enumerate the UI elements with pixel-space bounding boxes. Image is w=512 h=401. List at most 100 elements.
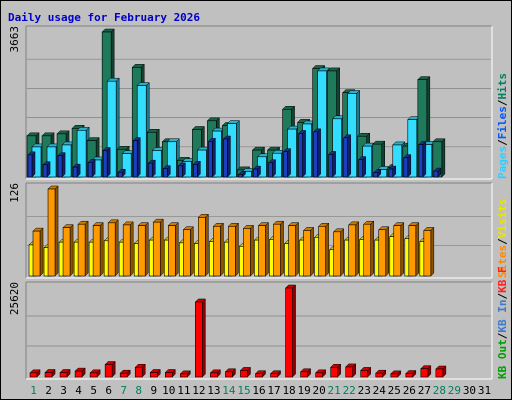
day-label: 11 [177,384,190,397]
day-label: 10 [162,384,175,397]
bar-sites-day-26 [408,221,420,277]
day-label: 14 [222,384,236,397]
legend-separator: / [496,293,509,300]
bar-pages-day-3 [57,152,66,178]
legend-item: Files [496,106,509,139]
legend-item: Visits [496,199,509,239]
day-label: 19 [297,384,310,397]
bar-sites-day-17 [272,220,285,277]
day-label: 28 [433,384,446,397]
bar-pages-day-4 [72,163,81,178]
day-label: 5 [90,384,97,397]
legend-separator: / [496,238,509,245]
bar-kb-f-day-27 [420,365,432,378]
bar-kb-f-day-15 [239,366,252,378]
legend-item: Hits [496,73,509,100]
panel-kbf-kbin-kbout: 25620 [8,281,493,380]
bar-pages-day-27 [418,140,427,178]
bar-pages-day-9 [147,159,156,178]
bar-sites-day-5 [92,221,104,277]
bar-kb-f-day-26 [405,369,417,378]
bar-pages-day-21 [328,150,337,178]
day-label: 2 [45,384,52,397]
day-label: 30 [463,384,476,397]
bar-kb-f-day-10 [164,368,176,378]
bar-pages-day-20 [313,128,322,178]
panel-visits-sites: 126 [8,182,493,279]
bar-pages-day-13 [207,137,216,178]
bar-pages-day-6 [102,146,111,178]
bar-sites-day-19 [302,226,315,277]
bar-pages-day-17 [267,159,277,178]
bar-kb-f-day-1 [29,369,41,378]
legend-separator: / [496,139,509,146]
bar-pages-day-16 [252,165,262,178]
bar-pages-day-1 [27,151,36,178]
bar-kb-f-day-2 [44,368,56,378]
bar-kb-f-day-14 [224,368,237,378]
bar-sites-day-27 [423,226,435,277]
day-label: 4 [75,384,82,397]
bar-sites-day-23 [363,220,375,277]
legend-hits-files-pages: Pages/Files/Hits [496,73,509,179]
legend-kbf-kbin-kbout: KB Out/KB In/KB F [496,266,509,379]
day-label: 17 [267,384,280,397]
bar-sites-day-21 [333,228,345,277]
bar-sites-day-1 [32,227,44,277]
bar-kb-f-day-17 [269,370,282,378]
legend-item: KB F [496,266,509,293]
legend-item: Sites [496,245,509,278]
bar-kb-f-day-7 [119,369,131,378]
bar-sites-day-20 [318,222,330,277]
day-label: 3 [60,384,67,397]
legend-separator: / [496,99,509,106]
bar-pages-day-7 [117,168,126,178]
day-label: 7 [120,384,127,397]
day-label: 27 [418,384,431,397]
bar-pages-day-24 [373,169,382,178]
legend-visits-sites: Sites/Visits [496,199,509,279]
bar-sites-day-6 [107,219,119,277]
day-label: 31 [478,384,491,397]
bar-kb-f-day-24 [375,369,387,378]
y-max-label: 25620 [8,282,21,315]
bar-sites-day-9 [152,218,164,277]
day-label: 20 [313,384,326,397]
bar-pages-day-18 [282,148,292,178]
bar-kb-f-day-23 [360,366,372,378]
bar-pages-day-19 [297,129,307,178]
bar-kb-f-day-20 [315,369,327,378]
day-label: 12 [192,384,205,397]
bar-sites-day-13 [212,222,224,277]
bar-kb-f-day-22 [345,363,357,378]
bar-sites-day-8 [137,221,149,277]
day-label: 13 [207,384,220,397]
bar-sites-day-2 [47,185,59,277]
y-max-label: 126 [8,183,21,203]
legend-item: KB In [496,300,509,333]
bar-pages-day-2 [42,161,51,178]
y-max-label: 3663 [8,26,21,53]
day-label: 29 [448,384,461,397]
bar-pages-day-25 [388,165,397,178]
day-label: 21 [328,384,341,397]
legend-item: Pages [496,146,509,179]
panel-hits-files-pages: 3663 [8,25,493,180]
bar-kb-f-day-19 [299,368,312,378]
bar-pages-day-15 [237,171,247,178]
day-label: 6 [105,384,112,397]
bar-sites-day-24 [378,226,390,277]
bar-pages-day-14 [222,135,232,178]
bar-kb-f-day-28 [435,365,447,378]
bar-kb-f-day-11 [179,370,191,378]
bar-sites-day-4 [77,220,89,277]
bar-kb-f-day-6 [104,360,116,378]
bar-kb-f-day-25 [390,370,402,378]
bar-sites-day-18 [287,221,300,277]
bar-pages-day-12 [192,160,201,178]
bar-kb-f-day-5 [89,369,101,378]
legend-item: KB Out [496,339,509,379]
day-label: 9 [150,384,157,397]
bar-kb-f-day-21 [330,363,342,378]
